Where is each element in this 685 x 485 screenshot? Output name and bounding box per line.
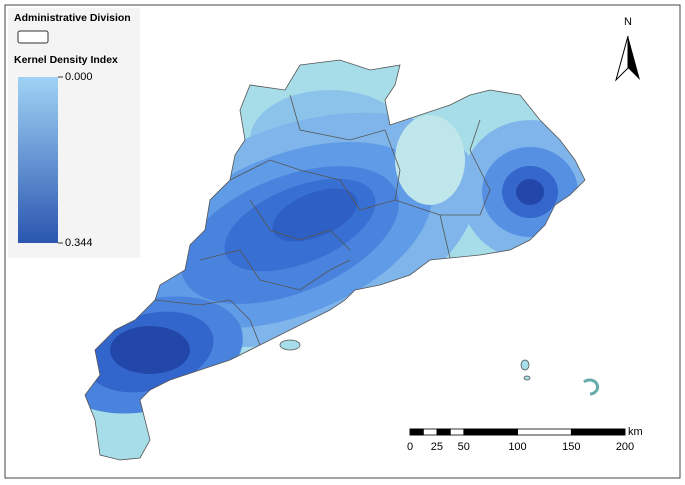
division-swatch xyxy=(17,30,49,44)
scale-label: 50 xyxy=(458,441,470,453)
scale-label: 100 xyxy=(508,441,526,453)
north-label: N xyxy=(624,16,632,28)
scale-label: 0 xyxy=(407,441,413,453)
legend-title: Kernel Density Index xyxy=(14,54,118,66)
scale-label: 200 xyxy=(616,441,634,453)
legend-title: Administrative Division xyxy=(14,12,131,24)
ramp-label: 0.000 xyxy=(65,71,93,83)
admin-boundaries xyxy=(84,59,586,461)
scale-bar xyxy=(409,428,626,436)
scale-unit: km xyxy=(628,426,643,438)
density-ramp xyxy=(18,77,58,243)
scale-label: 25 xyxy=(431,441,443,453)
north-arrow: N xyxy=(615,16,640,82)
islands xyxy=(279,339,600,396)
ramp-label: 0.344 xyxy=(65,237,93,249)
scale-label: 150 xyxy=(562,441,580,453)
